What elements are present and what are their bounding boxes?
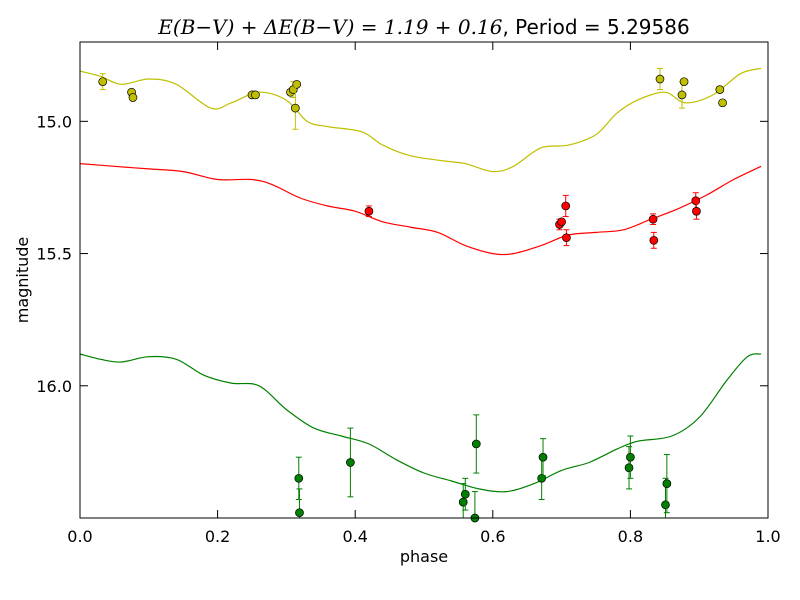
series-2-point-4 bbox=[561, 194, 571, 218]
x-tick-label: 0.4 bbox=[342, 527, 367, 546]
chart-title-period: , Period = 5.29586 bbox=[502, 15, 689, 39]
data-point-marker bbox=[649, 235, 659, 245]
data-point-marker bbox=[98, 77, 108, 87]
data-point-marker bbox=[294, 473, 304, 483]
data-point-marker bbox=[537, 473, 546, 483]
data-point-marker bbox=[128, 93, 138, 102]
data-point-marker bbox=[364, 206, 374, 216]
series-1-point-13 bbox=[715, 85, 725, 94]
series-3-point-1 bbox=[294, 456, 304, 500]
axis-ticks: 0.0 0.2 0.4 0.6 0.8 1.0 15.0 15.5 16.0 bbox=[36, 42, 781, 546]
data-point-marker bbox=[626, 452, 635, 462]
y-tick-label: 15.0 bbox=[36, 112, 72, 131]
series-1-point-3 bbox=[128, 93, 138, 102]
x-tick-label: 0.0 bbox=[67, 527, 92, 546]
y-axis-label: magnitude bbox=[13, 237, 32, 324]
y-tick-label: 15.5 bbox=[36, 245, 72, 264]
x-axis-label: phase bbox=[400, 547, 448, 566]
data-point-marker bbox=[458, 497, 468, 507]
series-2-point-6 bbox=[648, 213, 658, 225]
series-2-point-9 bbox=[692, 202, 701, 220]
series-1-point-10 bbox=[655, 67, 665, 91]
series-3-point-8 bbox=[537, 456, 546, 500]
x-tick-label: 0.2 bbox=[205, 527, 230, 546]
x-tick-label: 0.6 bbox=[480, 527, 505, 546]
data-point-marker bbox=[718, 98, 727, 108]
x-tick-label: 1.0 bbox=[755, 527, 780, 546]
data-point-marker bbox=[346, 458, 355, 467]
data-points bbox=[98, 67, 727, 523]
data-point-marker bbox=[538, 452, 548, 462]
series-1-curve bbox=[79, 67, 762, 173]
data-point-marker bbox=[661, 500, 670, 510]
data-point-marker bbox=[557, 217, 566, 227]
data-point-marker bbox=[290, 103, 300, 113]
series-3-point-9 bbox=[538, 438, 548, 477]
y-tick-label: 16.0 bbox=[36, 377, 72, 396]
series-3-point-13 bbox=[662, 454, 672, 514]
chart-title: E(B−V) + ΔE(B−V) = 1.19 + 0.16, Period =… bbox=[157, 15, 689, 39]
series-2-point-5 bbox=[562, 229, 571, 247]
series-3-point-11 bbox=[626, 435, 635, 479]
data-point-marker bbox=[677, 90, 687, 100]
chart-title-math: E(B−V) + ΔE(B−V) = 1.19 + 0.16 bbox=[157, 15, 502, 39]
data-point-marker bbox=[679, 77, 689, 87]
data-point-marker bbox=[460, 489, 470, 499]
series-3-curve bbox=[79, 353, 762, 493]
series-2-point-1 bbox=[364, 205, 374, 218]
data-point-marker bbox=[562, 233, 571, 243]
data-point-marker bbox=[715, 85, 725, 94]
series-1-point-5 bbox=[251, 90, 260, 100]
x-tick-label: 0.8 bbox=[618, 527, 643, 546]
series-2-point-3 bbox=[557, 217, 566, 227]
data-point-marker bbox=[295, 508, 304, 518]
series-3-point-5 bbox=[460, 477, 470, 511]
series-3-point-2 bbox=[295, 488, 304, 518]
series-1-point-1 bbox=[98, 73, 108, 91]
series-3-point-3 bbox=[346, 427, 355, 498]
data-point-marker bbox=[292, 79, 302, 89]
data-point-marker bbox=[251, 90, 260, 100]
series-3-point-7 bbox=[471, 414, 481, 474]
data-point-marker bbox=[662, 479, 672, 488]
data-point-marker bbox=[691, 196, 701, 206]
data-point-marker bbox=[624, 463, 634, 473]
series-1-point-14 bbox=[718, 98, 727, 108]
series-1-point-12 bbox=[679, 77, 689, 87]
data-point-marker bbox=[648, 214, 658, 224]
data-point-marker bbox=[561, 201, 571, 211]
series-1-point-9 bbox=[290, 86, 300, 130]
series-2-point-7 bbox=[649, 231, 659, 249]
data-point-marker bbox=[655, 74, 665, 84]
data-point-marker bbox=[471, 439, 481, 449]
data-point-marker bbox=[692, 206, 701, 216]
plot-frame bbox=[79, 41, 769, 519]
